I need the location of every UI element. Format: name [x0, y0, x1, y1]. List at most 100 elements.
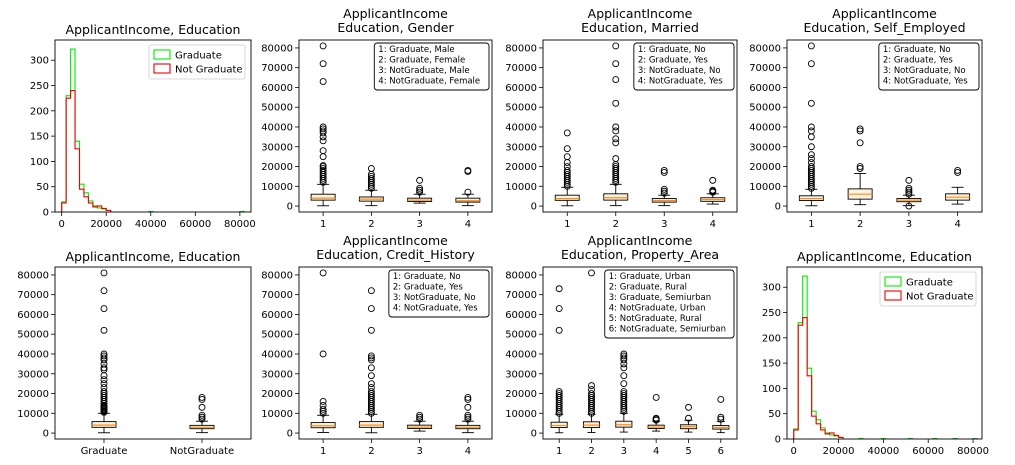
- box-body: [91, 421, 117, 428]
- y-tick-label: 30000: [505, 142, 537, 153]
- y-tick-label: 70000: [749, 63, 781, 74]
- key-line: 4: NotGraduate, Yes: [883, 77, 968, 87]
- box-body: [358, 421, 384, 428]
- flier-point: [319, 409, 327, 417]
- y-tick-label: 50000: [261, 103, 293, 114]
- key-frame: [878, 42, 980, 91]
- flier-point: [555, 392, 563, 399]
- flier-point: [807, 159, 815, 167]
- y-tick-label: 20000: [261, 389, 293, 400]
- flier-point: [464, 394, 472, 401]
- panel-8: ApplicantIncome, Education 0 50 100 150 200 25…: [762, 249, 989, 457]
- legend-swatch: [884, 276, 902, 287]
- flier-point: [717, 396, 725, 403]
- box-1: [798, 42, 824, 207]
- flier-point: [807, 155, 815, 163]
- x-tick-label: 2: [368, 446, 374, 457]
- key-line: 1: Graduate, No: [638, 45, 706, 55]
- key-line: 2: Graduate, Yes: [393, 283, 464, 293]
- flier-point: [807, 163, 815, 170]
- flier-point: [620, 388, 628, 396]
- flier-point: [367, 326, 375, 334]
- key-line: 1: Graduate, No: [393, 272, 461, 282]
- x-tick-label: 60000: [912, 446, 944, 457]
- flier-point: [612, 139, 620, 147]
- key-line: 3: NotGraduate, No: [638, 66, 721, 76]
- flier-point: [612, 155, 620, 163]
- flier-point: [100, 326, 108, 334]
- flier-point: [612, 165, 620, 172]
- flier-point: [612, 123, 620, 131]
- y-tick-label: 200: [762, 333, 781, 344]
- y-tick-label: 60000: [749, 83, 781, 94]
- flier-point: [717, 413, 725, 421]
- flier-point: [100, 269, 108, 277]
- flier-point: [905, 176, 913, 184]
- y-tick-label: 200: [30, 106, 49, 117]
- hist-series-2: [61, 90, 112, 212]
- flier-point: [367, 352, 375, 360]
- y-tick-label: 50000: [505, 103, 537, 114]
- flier-point: [367, 392, 375, 399]
- key-line: 4: NotGraduate, Female: [378, 77, 480, 87]
- x-tick-label: 1: [808, 219, 814, 230]
- y-tick-label: 0: [43, 429, 49, 440]
- flier-point: [856, 165, 864, 172]
- axes-frame: [786, 39, 983, 213]
- flier-point: [954, 167, 962, 174]
- y-tick-label: 80000: [505, 270, 537, 281]
- flier-point: [464, 396, 472, 403]
- y-tick-label: 60000: [261, 83, 293, 94]
- y-tick-label: 80000: [505, 43, 537, 54]
- box-3: [896, 176, 922, 210]
- flier-point: [198, 394, 206, 401]
- y-tick-label: 80000: [17, 270, 49, 281]
- y-tick-label: 60000: [17, 310, 49, 321]
- flier-point: [100, 380, 108, 388]
- flier-point: [620, 350, 628, 358]
- y-tick-label: 70000: [17, 290, 49, 301]
- flier-point: [612, 135, 620, 143]
- flier-point: [555, 388, 563, 396]
- x-tick-label: 2: [588, 446, 594, 457]
- flier-point: [563, 170, 571, 178]
- x-tick-label: 5: [685, 446, 691, 457]
- flier-point: [905, 202, 913, 210]
- flier-point: [367, 380, 375, 388]
- x-tick-label: 1: [564, 219, 570, 230]
- flier-point: [464, 413, 472, 421]
- flier-point: [563, 153, 571, 161]
- key-line: 3: NotGraduate, No: [393, 293, 476, 303]
- axes-frame: [786, 266, 983, 440]
- y-tick-label: 300: [30, 56, 49, 67]
- axes-frame: [298, 39, 493, 213]
- flier-point: [319, 147, 327, 155]
- flier-point: [319, 167, 327, 174]
- panel-title: ApplicantIncome: [588, 6, 693, 21]
- flier-point: [905, 188, 913, 196]
- box-2: [358, 287, 384, 434]
- box-1: [310, 269, 336, 433]
- flier-point: [620, 364, 628, 372]
- legend-frame: [879, 271, 977, 307]
- y-tick-label: 20000: [505, 162, 537, 173]
- y-tick-label: 0: [287, 202, 293, 213]
- flier-point: [319, 350, 327, 358]
- flier-point: [612, 42, 620, 50]
- box-body: [310, 193, 336, 201]
- y-tick-label: 30000: [749, 142, 781, 153]
- flier-point: [620, 380, 628, 388]
- legend-label: Graduate: [175, 51, 222, 62]
- flier-point: [856, 127, 864, 135]
- flier-point: [367, 305, 375, 312]
- flier-point: [807, 143, 815, 151]
- axes-frame: [54, 266, 252, 440]
- box-3: [407, 411, 433, 432]
- legend-label: Not Graduate: [906, 292, 974, 303]
- flier-point: [100, 392, 108, 399]
- box-3: [407, 176, 433, 204]
- y-tick-label: 20000: [505, 389, 537, 400]
